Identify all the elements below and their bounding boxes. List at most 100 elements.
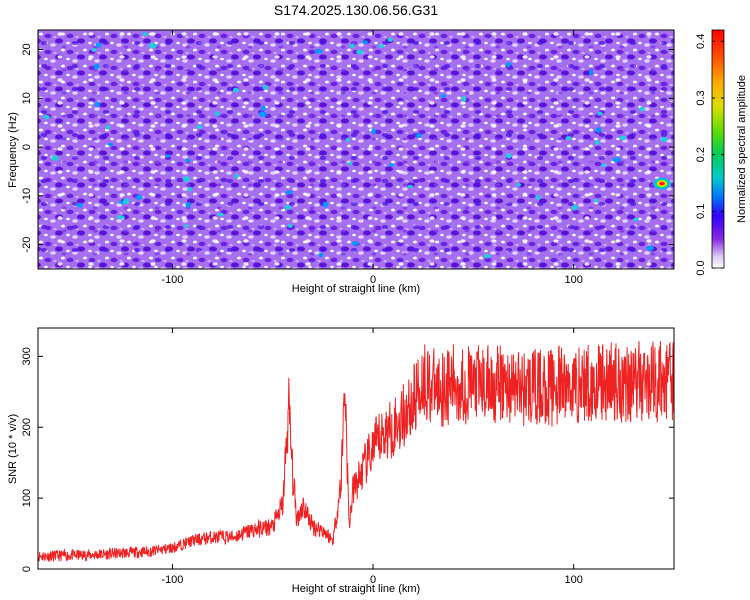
heatmap-spot xyxy=(217,212,224,217)
heatmap-peak xyxy=(653,177,671,190)
heatmap-spot xyxy=(135,194,143,200)
heatmap-spot xyxy=(646,245,654,251)
heatmap-spot xyxy=(639,106,645,112)
heatmap-spot xyxy=(94,102,101,107)
colorbar: 0.0 0.1 0.2 0.3 0.4 Normalized spectral ampl… xyxy=(695,29,748,276)
heatmap-spot xyxy=(351,241,359,246)
heatmap-spot xyxy=(387,37,393,42)
heatmap-spot xyxy=(185,202,191,208)
colorbar-tick-label: 0.1 xyxy=(695,204,707,219)
colorbar-tick-label: 0.2 xyxy=(695,147,707,162)
colorbar-tick-label: 0.0 xyxy=(695,260,707,275)
heatmap-spot xyxy=(571,204,578,211)
heatmap-xtick-label: 100 xyxy=(565,274,583,286)
heatmap-spot xyxy=(214,111,220,117)
heatmap-spot xyxy=(356,49,364,55)
heatmap-spot xyxy=(314,49,323,54)
heatmap-spot xyxy=(43,114,50,120)
heatmap-spot xyxy=(187,186,192,192)
heatmap-spot xyxy=(506,61,512,68)
snr-ytick-label: 200 xyxy=(21,418,33,436)
heatmap-spot xyxy=(594,140,600,146)
snr-xlabel: Height of straight line (km) xyxy=(292,583,420,595)
heatmap-spot xyxy=(51,155,59,161)
heatmap-xtick-label: 0 xyxy=(370,274,376,286)
snr-ytick-label: 0 xyxy=(21,566,33,572)
snr-ytick-label: 100 xyxy=(21,489,33,507)
heatmap-spot xyxy=(258,111,267,117)
heatmap-spot xyxy=(505,153,512,159)
heatmap-xlabel: Height of straight line (km) xyxy=(292,283,420,295)
snr-ticks: -100 0 100 0 100 200 300 xyxy=(21,328,674,586)
heatmap-spot xyxy=(362,40,368,44)
colorbar-ticks: 0.0 0.1 0.2 0.3 0.4 xyxy=(695,34,724,276)
heatmap-spot xyxy=(371,128,376,135)
heatmap-spot xyxy=(389,162,394,168)
heatmap-spot xyxy=(123,198,130,205)
heatmap-spot xyxy=(318,252,324,257)
heatmap-spot xyxy=(345,137,350,143)
heatmap-spot xyxy=(595,127,602,133)
heatmap-spot xyxy=(261,105,266,111)
colorbar-tick-label: 0.3 xyxy=(695,90,707,105)
heatmap-frame xyxy=(37,29,675,270)
chart-title: S174.2025.130.06.56.G31 xyxy=(274,2,438,18)
heatmap-spot xyxy=(165,154,171,158)
heatmap-xtick-label: -100 xyxy=(161,274,183,286)
heatmap-spot xyxy=(378,44,385,48)
snr-panel: -100 0 100 0 100 200 300 Height of straight li… xyxy=(7,327,675,595)
heatmap-spot xyxy=(407,185,414,189)
colorbar-label: Normalized spectral amplitude xyxy=(736,75,748,223)
heatmap-ytick-label: 0 xyxy=(21,144,33,150)
heatmap-spot xyxy=(349,43,355,49)
heatmap-spot xyxy=(233,87,239,93)
heatmap-spot xyxy=(516,182,521,187)
heatmap-speckle-overlay xyxy=(38,30,674,269)
heatmap-spot xyxy=(597,111,603,116)
heatmap-spot xyxy=(285,190,293,195)
heatmap-spot xyxy=(589,69,594,76)
heatmap-spot xyxy=(347,161,353,166)
snr-xtick-label: -100 xyxy=(161,574,183,586)
heatmap-spot xyxy=(484,254,491,259)
heatmap-spot xyxy=(185,158,191,163)
snr-series-line xyxy=(37,341,675,562)
heatmap-ytick-label: 10 xyxy=(21,92,33,104)
heatmap-spot xyxy=(535,195,541,200)
heatmap-spot xyxy=(262,84,268,90)
heatmap-spot xyxy=(565,136,572,141)
heatmap-spot xyxy=(196,124,203,129)
heatmap-ytick-label: -10 xyxy=(21,188,33,204)
colorbar-tick-label: 0.4 xyxy=(695,34,707,49)
heatmap-spot xyxy=(618,135,627,141)
heatmap-spot xyxy=(107,142,114,146)
heatmap-ytick-label: -20 xyxy=(21,237,33,253)
heatmap-spot xyxy=(93,63,100,70)
heatmap-spot xyxy=(182,176,191,183)
heatmap-spot xyxy=(601,163,606,168)
heatmap-spots xyxy=(43,32,668,259)
heatmap-ytick-label: 20 xyxy=(21,43,33,55)
snr-xtick-label: 0 xyxy=(370,574,376,586)
heatmap-spot xyxy=(105,125,111,130)
snr-ylabel: SNR (10 * v/v) xyxy=(7,414,19,484)
heatmap-spot xyxy=(148,42,157,49)
heatmap-spot xyxy=(77,202,83,208)
heatmap-spot xyxy=(234,173,239,179)
heatmap-spot xyxy=(284,205,292,210)
snr-ytick-label: 300 xyxy=(21,347,33,365)
heatmap-spot xyxy=(660,137,668,142)
heatmap-spot xyxy=(184,224,189,228)
heatmap-spot xyxy=(95,42,102,48)
snr-frame xyxy=(37,327,675,570)
heatmap-spot xyxy=(612,157,621,163)
heatmap-spot xyxy=(116,215,125,220)
heatmap-spot xyxy=(287,223,293,228)
heatmap-spot xyxy=(416,133,422,138)
heatmap-spot xyxy=(322,201,329,208)
snr-xtick-label: 100 xyxy=(565,574,583,586)
heatmap-spot xyxy=(91,47,97,52)
